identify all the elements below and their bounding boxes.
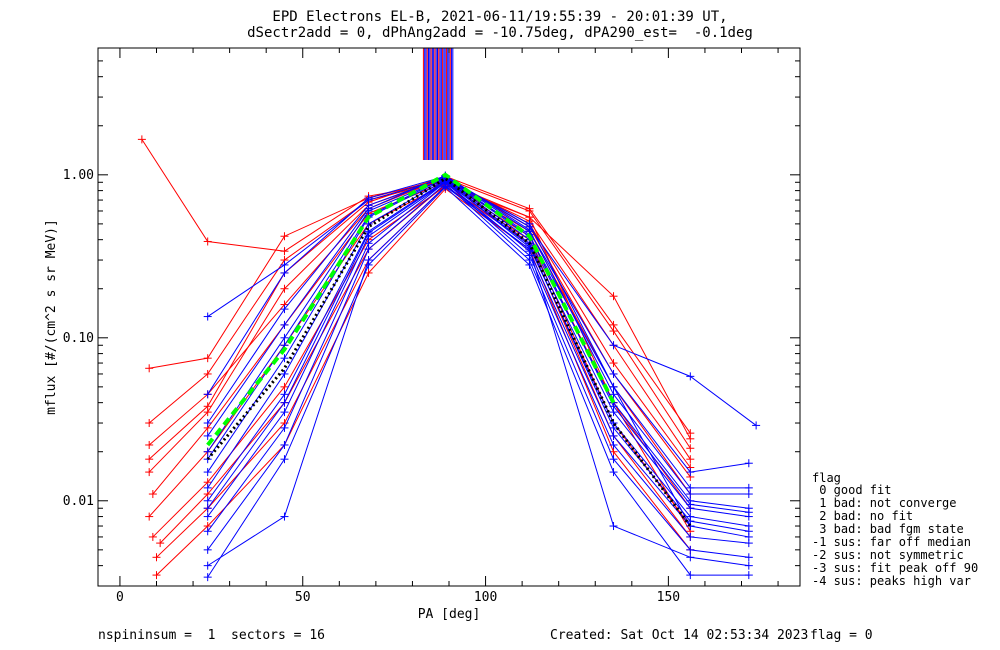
blue-series — [203, 176, 753, 531]
blue-series — [203, 178, 753, 541]
series-line — [207, 180, 749, 527]
series-line — [149, 177, 691, 449]
series-line — [207, 181, 749, 544]
series-line — [156, 185, 691, 558]
series-line — [207, 178, 749, 509]
legend-item: 2 bad: no fit — [812, 509, 914, 523]
footer-created-timestamp: Created: Sat Oct 14 02:53:34 2023 — [550, 628, 809, 643]
footer-flag: flag = 0 — [810, 628, 873, 643]
blue-series — [203, 179, 753, 562]
green-fit-line — [206, 172, 616, 447]
blue-series — [203, 173, 753, 517]
series-line — [207, 181, 749, 538]
peak-spike-group — [422, 48, 454, 160]
series-line — [148, 180, 691, 460]
series-line — [152, 181, 691, 495]
legend-item: -1 sus: far off median — [812, 535, 971, 549]
x-tick-label: 0 — [116, 590, 124, 605]
data-layer — [137, 48, 761, 582]
x-axis-label: PA [deg] — [418, 607, 481, 622]
series-line — [207, 185, 749, 567]
legend-item: 1 bad: not converge — [812, 496, 957, 510]
series-line — [207, 174, 749, 495]
series-line — [156, 188, 691, 576]
legend-title: flag — [812, 471, 841, 485]
series-line — [207, 186, 749, 578]
red-series — [152, 184, 695, 580]
chart-title-line-2: dSectr2add = 0, dPhAng2add = -10.75deg, … — [247, 25, 753, 41]
legend-item: 0 good fit — [812, 483, 892, 497]
series-line — [207, 179, 749, 518]
red-series — [145, 174, 695, 453]
legend-item: 3 bad: bad fgm state — [812, 522, 964, 536]
series-line — [148, 177, 691, 468]
series-line — [207, 176, 749, 473]
blue-series — [203, 183, 753, 582]
series-line — [207, 175, 757, 426]
legend-item: -2 sus: not symmetric — [812, 548, 964, 562]
legend-item: -4 sus: peaks high var — [812, 574, 971, 588]
y-tick-label: 0.01 — [63, 494, 94, 509]
y-tick-label: 0.10 — [63, 331, 94, 346]
series-line — [207, 177, 749, 489]
y-tick-label: 1.00 — [63, 168, 94, 183]
x-tick-label: 150 — [657, 590, 680, 605]
series-line — [159, 184, 691, 544]
x-tick-label: 50 — [295, 590, 311, 605]
series-line — [207, 183, 749, 558]
x-tick-label: 100 — [474, 590, 497, 605]
blue-series — [203, 171, 753, 499]
y-axis-label: mflux [#/(cm^2 s sr MeV)] — [44, 219, 59, 415]
series-line — [207, 180, 749, 532]
blue-series — [203, 174, 695, 531]
chart-title-line-1: EPD Electrons EL-B, 2021-06-11/19:55:39 … — [272, 9, 728, 25]
blue-series — [203, 174, 753, 492]
footer-sector-info: nspininsum = 1 sectors = 16 — [98, 628, 325, 643]
legend-item: -3 sus: fit peak off 90 — [812, 561, 979, 575]
